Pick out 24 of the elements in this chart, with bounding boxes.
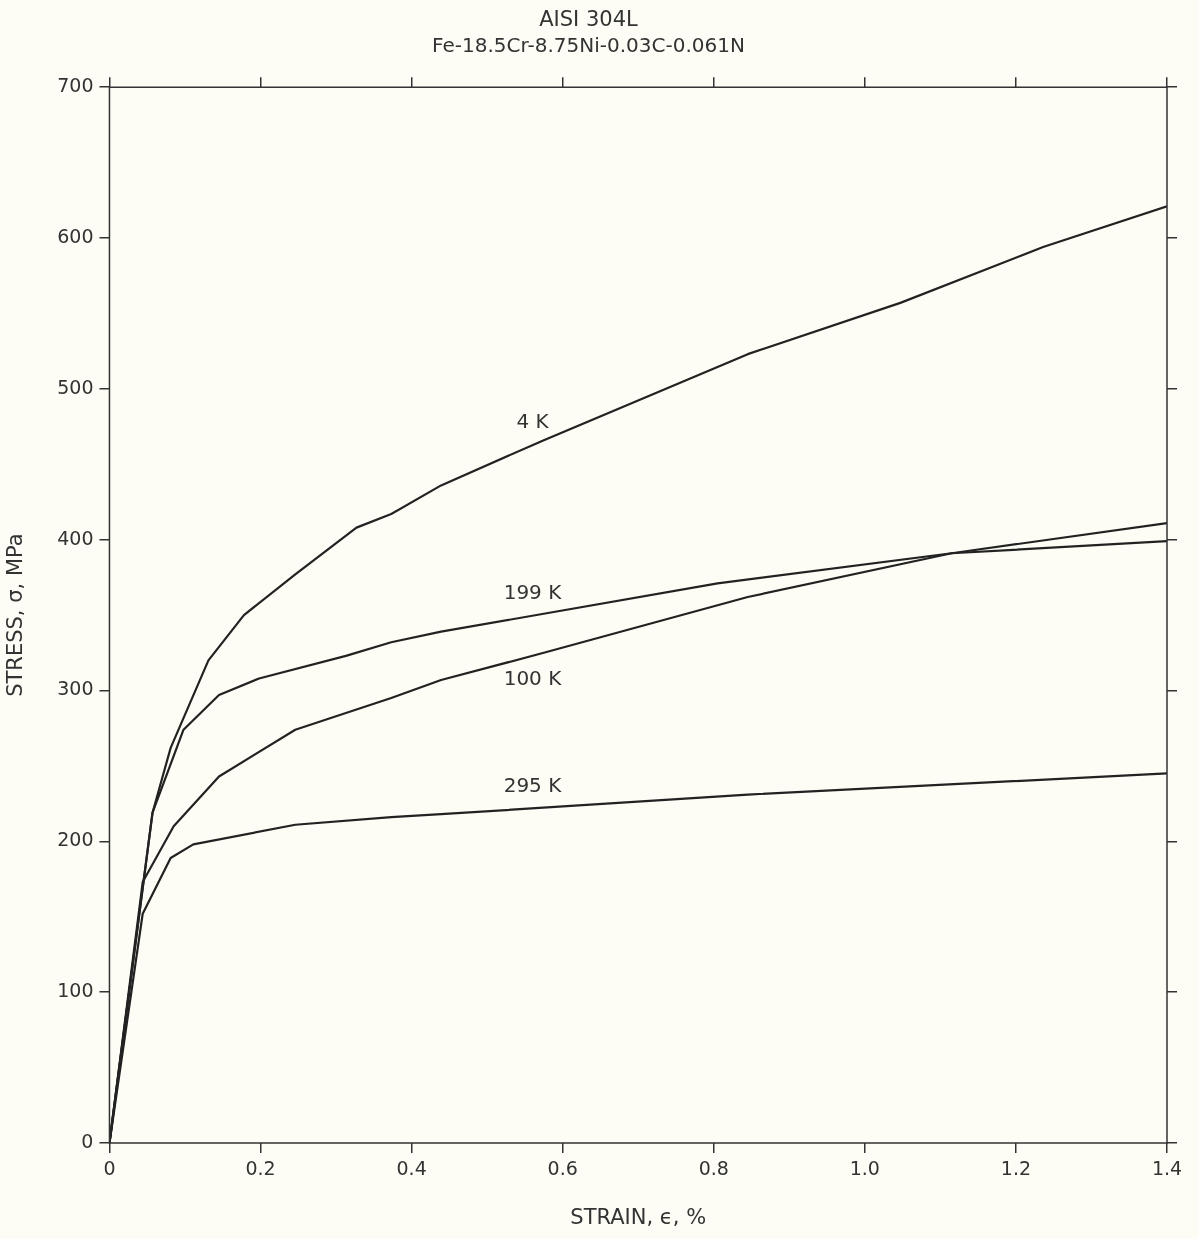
y-tick-label: 300 <box>57 677 94 700</box>
x-tick-label: 0.8 <box>698 1157 729 1180</box>
y-tick-label: 600 <box>57 224 94 247</box>
x-tick-label: 1.0 <box>849 1157 880 1180</box>
x-tick-label: 0.6 <box>547 1157 578 1180</box>
x-tick-label: 1.4 <box>1151 1157 1183 1180</box>
y-tick-label: 100 <box>57 979 94 1002</box>
series-label: 100 K <box>503 666 563 690</box>
y-tick-label: 500 <box>57 375 94 398</box>
y-tick-label: 400 <box>57 526 94 549</box>
x-tick-label: 0.4 <box>396 1157 427 1180</box>
series-label: 199 K <box>503 579 563 604</box>
x-tick-label: 0 <box>103 1157 116 1180</box>
series-label: 295 K <box>503 772 563 797</box>
x-axis-title: STRAIN, ϵ, % <box>570 1204 707 1229</box>
y-tick-label: 200 <box>57 828 94 851</box>
series-label: 4 K <box>516 409 550 434</box>
y-axis-title: STRESS, σ, MPa <box>3 533 28 697</box>
chart-subtitle: Fe-18.5Cr-8.75Ni-0.03C-0.061N <box>432 33 745 58</box>
y-tick-label: 700 <box>57 74 94 97</box>
x-tick-label: 1.2 <box>1000 1157 1032 1180</box>
y-tick-label: 0 <box>81 1129 94 1152</box>
x-tick-label: 0.2 <box>245 1157 276 1180</box>
chart-title: AISI 304L <box>539 7 639 32</box>
